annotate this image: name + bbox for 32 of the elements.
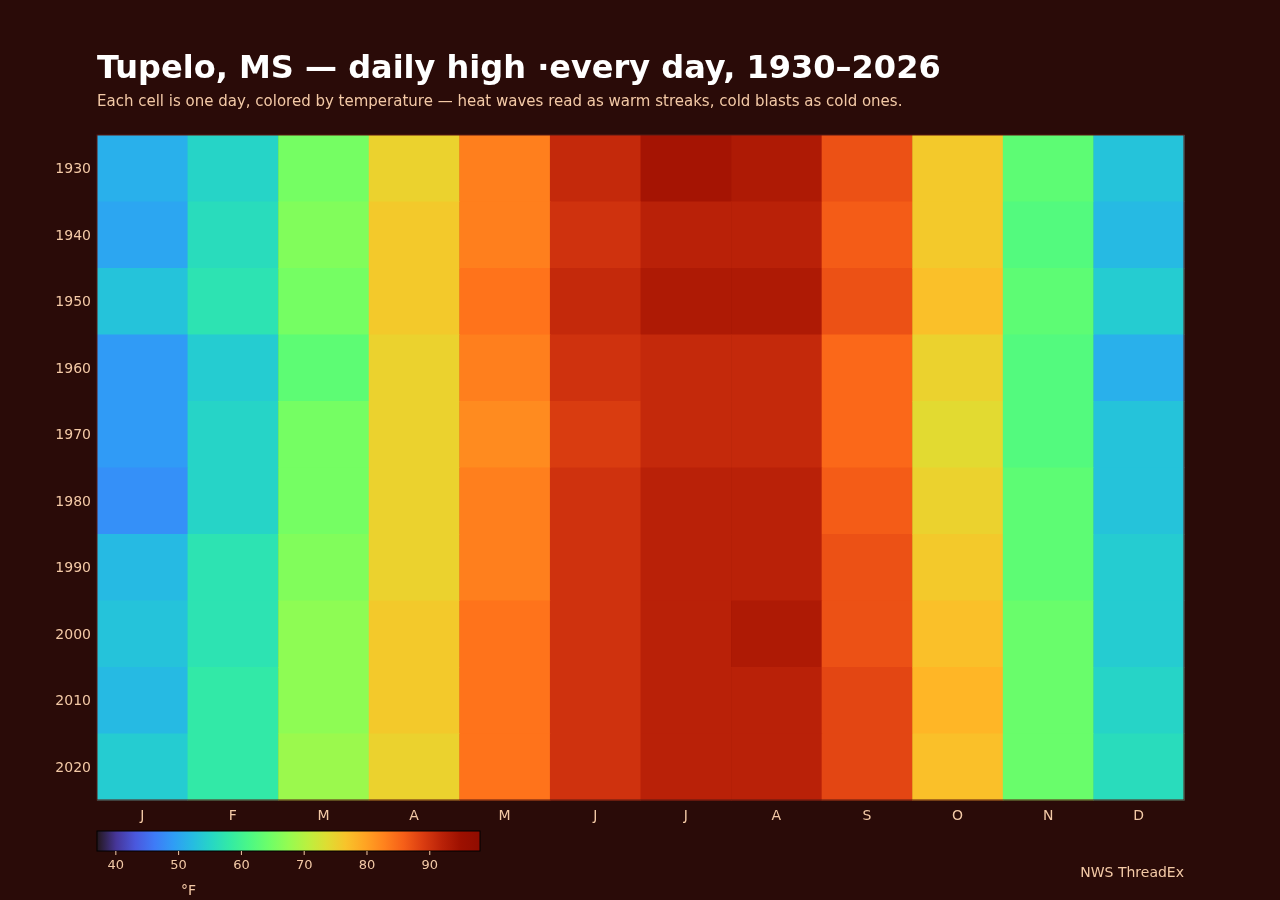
- y-tick-label: 2000: [55, 625, 91, 642]
- y-tick-label: 1970: [55, 426, 91, 443]
- chart-title: Tupelo, MS — daily high ·every day, 1930–2026: [97, 48, 941, 86]
- color-bar-label: 80: [358, 857, 376, 872]
- x-tick-label: A: [409, 807, 420, 823]
- y-tick-label: 2010: [55, 692, 91, 709]
- x-tick-label: O: [952, 807, 964, 823]
- y-tick-label: 1980: [55, 492, 91, 509]
- y-tick-label: 1940: [55, 226, 91, 243]
- x-tick-label: M: [498, 807, 511, 823]
- chart-subtitle: Each cell is one day, colored by temperature — heat waves read as warm streaks, cold blasts as cold ones.: [97, 92, 903, 110]
- x-tick-label: A: [771, 807, 782, 823]
- x-tick-label: N: [1042, 807, 1054, 823]
- color-bar-label: 90: [421, 857, 439, 872]
- y-tick-label: 1960: [55, 359, 91, 376]
- y-tick-label: 1950: [55, 293, 91, 310]
- x-tick-label: J: [139, 807, 145, 823]
- x-tick-label: J: [682, 807, 688, 823]
- x-tick-label: S: [862, 807, 872, 823]
- x-tick-label: D: [1133, 807, 1145, 823]
- y-tick-label: 1930: [55, 160, 91, 177]
- x-tick-label: J: [592, 807, 598, 823]
- color-bar-label: 50: [170, 857, 187, 872]
- text: NWS ThreadEx: [1080, 864, 1184, 880]
- x-tick-label: F: [228, 807, 237, 823]
- color-bar-label: 40: [107, 857, 125, 872]
- color-bar-label: 70: [295, 857, 313, 872]
- color-bar-title: °F: [180, 882, 197, 898]
- color-bar-label: 60: [233, 857, 250, 872]
- y-tick-label: 2020: [55, 758, 91, 775]
- y-tick-label: 1990: [55, 559, 91, 576]
- x-tick-label: M: [317, 807, 330, 823]
